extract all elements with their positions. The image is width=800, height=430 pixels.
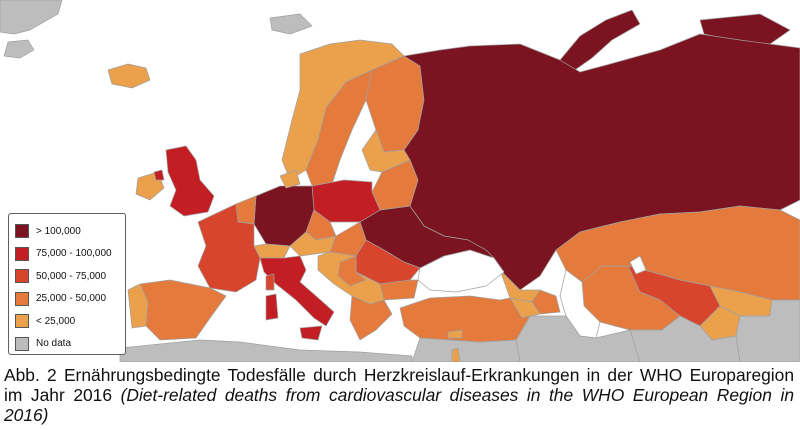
region-northern-ireland xyxy=(153,169,165,181)
region-turkey xyxy=(399,295,531,343)
region-spain xyxy=(139,279,227,341)
region-benelux xyxy=(235,195,257,225)
region-france xyxy=(197,203,261,293)
map-legend: > 100,000 75,000 - 100,000 50,000 - 75,0… xyxy=(8,213,126,355)
legend-label: No data xyxy=(36,338,72,350)
region-arctic-island xyxy=(3,39,35,59)
legend-label: 75,000 - 100,000 xyxy=(36,248,112,260)
region-uk xyxy=(165,145,215,217)
legend-label: < 25,000 xyxy=(36,315,76,327)
legend-label: > 100,000 xyxy=(36,225,81,237)
region-corsica xyxy=(265,273,275,291)
region-north-africa-nodata xyxy=(119,339,413,362)
legend-item: < 25,000 xyxy=(15,310,119,333)
legend-item: No data xyxy=(15,333,119,356)
map-svg xyxy=(0,0,800,362)
region-cyprus xyxy=(447,329,463,339)
region-bulgaria xyxy=(379,279,419,301)
legend-swatch xyxy=(15,336,29,351)
region-poland xyxy=(311,179,381,223)
region-sicily xyxy=(299,325,323,341)
legend-item: 25,000 - 50,000 xyxy=(15,288,119,311)
legend-swatch xyxy=(15,269,29,284)
legend-label: 25,000 - 50,000 xyxy=(36,293,107,305)
region-baltics xyxy=(361,129,411,173)
region-italy xyxy=(259,255,335,327)
legend-item: > 100,000 xyxy=(15,220,119,243)
legend-swatch xyxy=(15,224,29,239)
region-switzerland xyxy=(253,243,291,259)
region-middle-east-nodata xyxy=(411,337,521,362)
choropleth-map xyxy=(0,0,800,362)
caption-english: (Diet-related deaths from cardiovascular… xyxy=(4,385,794,425)
legend-label: 50,000 - 75,000 xyxy=(36,270,107,282)
legend-swatch xyxy=(15,314,29,329)
legend-swatch xyxy=(15,291,29,306)
region-sweden xyxy=(305,69,373,197)
region-greece xyxy=(349,295,393,341)
region-novaya-zemlya xyxy=(559,9,641,73)
region-greenland xyxy=(0,0,63,35)
region-serbia xyxy=(337,255,367,287)
legend-item: 50,000 - 75,000 xyxy=(15,265,119,288)
region-denmark xyxy=(279,169,301,189)
aral-sea xyxy=(629,255,647,275)
figure-caption: Abb. 2 Ernährungsbedingte Todesfälle dur… xyxy=(4,365,794,425)
region-iceland xyxy=(107,63,151,89)
region-israel xyxy=(451,347,461,362)
region-svalbard xyxy=(269,13,313,35)
legend-item: 75,000 - 100,000 xyxy=(15,243,119,266)
region-sardinia xyxy=(265,293,279,321)
region-portugal xyxy=(127,283,149,329)
caption-german: Abb. 2 Ernährungsbedingte Todesfälle dur… xyxy=(4,365,794,405)
legend-swatch xyxy=(15,246,29,261)
